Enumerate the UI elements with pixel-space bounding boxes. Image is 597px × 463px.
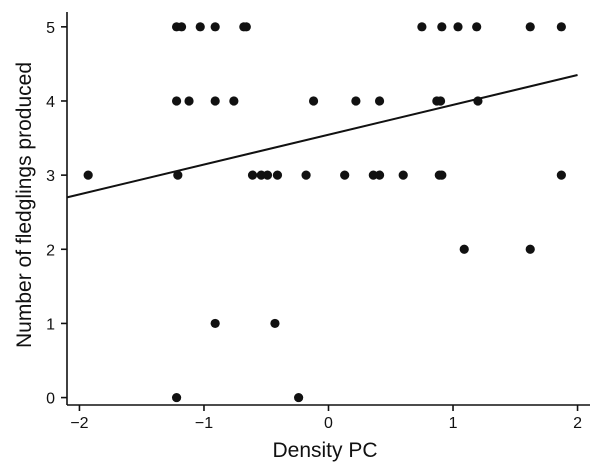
data-point — [417, 22, 427, 32]
data-point — [525, 22, 535, 32]
data-points — [83, 22, 566, 403]
axis-ticks — [61, 26, 579, 411]
data-point — [435, 96, 446, 106]
y-tick-label: 0 — [46, 391, 55, 408]
data-point — [294, 392, 304, 403]
data-point — [374, 170, 385, 180]
data-point — [173, 170, 183, 180]
y-tick-label: 5 — [46, 20, 55, 37]
y-tick-label: 1 — [46, 316, 55, 333]
x-tick-label: −1 — [195, 415, 213, 432]
data-point — [195, 22, 205, 32]
y-tick-label: 3 — [46, 168, 55, 185]
data-point — [308, 96, 319, 106]
x-tick-label: 1 — [449, 415, 458, 432]
data-point — [83, 170, 93, 180]
y-tick-label: 4 — [46, 94, 55, 111]
data-point — [472, 22, 482, 32]
data-point — [272, 170, 283, 180]
data-point — [210, 318, 220, 329]
y-tick-label: 2 — [46, 242, 55, 259]
data-point — [210, 96, 220, 106]
regression-line — [66, 74, 578, 199]
data-point — [262, 170, 273, 180]
data-point — [556, 170, 566, 180]
plot-area: −2 −1 0 1 2 0 1 2 3 4 5 — [46, 12, 590, 432]
data-point — [229, 96, 239, 106]
data-point — [453, 22, 463, 32]
x-tick-label: −2 — [70, 415, 88, 432]
data-point — [210, 22, 220, 32]
data-point — [374, 96, 385, 106]
data-point — [247, 170, 258, 180]
y-axis-title: Number of fledglings produced — [13, 62, 36, 348]
x-tick-label: 2 — [573, 415, 582, 432]
data-point — [171, 392, 182, 403]
data-point — [301, 170, 311, 180]
data-point — [525, 244, 535, 254]
data-point — [437, 22, 447, 32]
data-point — [459, 244, 469, 254]
data-point — [340, 170, 350, 180]
data-point — [473, 96, 483, 106]
x-tick-label: 0 — [324, 415, 333, 432]
data-point — [241, 22, 251, 32]
data-point — [176, 22, 187, 32]
data-point — [437, 170, 447, 180]
axis-tick-labels: −2 −1 0 1 2 0 1 2 3 4 5 — [46, 20, 582, 432]
data-point — [184, 96, 194, 106]
data-point — [398, 170, 408, 180]
data-point — [270, 318, 280, 329]
data-point — [351, 96, 361, 106]
data-point — [556, 22, 566, 32]
x-axis-title: Density PC — [272, 439, 377, 462]
data-point — [171, 96, 182, 106]
